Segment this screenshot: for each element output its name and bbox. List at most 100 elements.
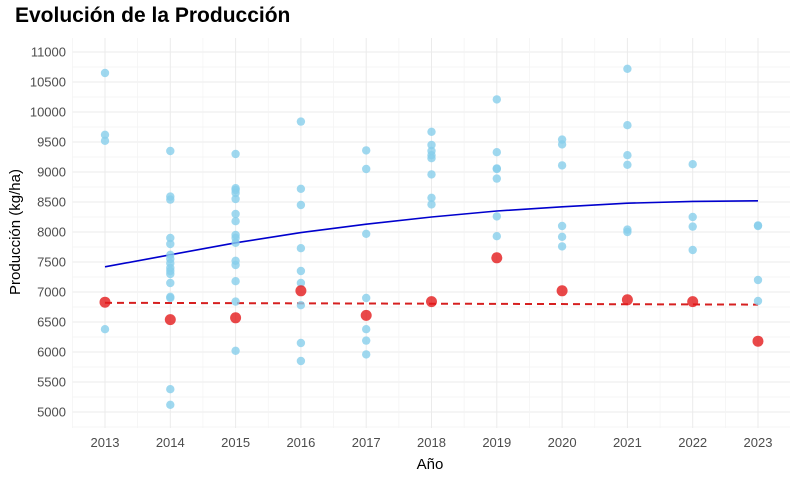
data-point [557, 161, 567, 170]
data-point [623, 151, 632, 160]
data-point [492, 95, 501, 104]
data-point [492, 148, 501, 157]
data-point [231, 297, 240, 306]
x-tick-label: 2018 [417, 435, 446, 450]
x-tick-label: 2023 [744, 435, 773, 450]
y-tick-label: 8500 [37, 195, 66, 210]
data-point [623, 121, 632, 130]
data-point [296, 356, 306, 366]
x-tick-label: 2017 [352, 435, 381, 450]
highlight-point [687, 296, 699, 308]
x-tick-label: 2015 [221, 435, 250, 450]
data-point [362, 325, 371, 334]
data-point [296, 184, 306, 193]
y-tick-label: 10500 [30, 75, 66, 90]
data-point [557, 232, 567, 241]
data-point [362, 229, 371, 238]
x-tick-label: 2014 [156, 435, 185, 450]
data-point [623, 227, 632, 237]
data-point [231, 149, 240, 159]
y-tick-label: 6000 [37, 345, 66, 360]
data-point [231, 277, 240, 286]
highlight-point [230, 312, 242, 324]
x-tick-label: 2019 [482, 435, 511, 450]
x-tick-label: 2020 [548, 435, 577, 450]
highlight-point [360, 309, 372, 321]
y-tick-label: 9500 [37, 135, 66, 150]
data-point [427, 170, 436, 179]
data-point [362, 293, 371, 303]
data-point [557, 242, 567, 251]
data-point [231, 238, 240, 247]
highlight-point [426, 296, 437, 308]
data-point [296, 266, 306, 276]
data-point [166, 233, 175, 243]
data-point [231, 194, 240, 204]
data-point [362, 350, 371, 359]
data-point [688, 160, 697, 169]
data-point [166, 293, 175, 303]
y-tick-label: 6500 [37, 315, 66, 330]
data-point [166, 239, 175, 249]
highlight-point [491, 252, 503, 264]
y-tick-label: 8000 [37, 225, 66, 240]
data-point [492, 164, 501, 174]
data-point [557, 221, 567, 231]
y-tick-label: 5000 [37, 405, 66, 420]
y-tick-label: 5500 [37, 375, 66, 390]
x-tick-label: 2013 [91, 435, 120, 450]
data-point [166, 269, 175, 279]
data-point [492, 232, 501, 241]
y-tick-label: 9000 [37, 165, 66, 180]
data-point [231, 217, 240, 226]
y-tick-label: 7000 [37, 285, 66, 300]
highlight-point [295, 285, 307, 297]
data-point [362, 146, 371, 155]
data-point [557, 140, 567, 149]
y-tick-label: 10000 [30, 105, 66, 120]
data-point [753, 275, 763, 285]
x-axis-label: Año [417, 456, 444, 473]
data-point [427, 193, 436, 202]
data-point [427, 127, 436, 136]
data-point [362, 164, 371, 174]
x-tick-label: 2022 [678, 435, 707, 450]
data-point [427, 140, 436, 150]
highlight-point [752, 335, 764, 347]
data-point [166, 400, 175, 409]
data-point [100, 136, 110, 145]
data-point [296, 338, 306, 348]
x-tick-label: 2016 [286, 435, 315, 450]
data-point [231, 346, 240, 355]
data-point [753, 221, 763, 231]
data-point [296, 301, 306, 310]
y-axis-label: Producción (kg/ha) [7, 169, 24, 295]
data-point [296, 244, 306, 253]
data-point [166, 195, 175, 204]
data-point [688, 245, 697, 255]
data-point [100, 130, 110, 139]
data-point [231, 209, 240, 219]
data-point [753, 296, 763, 306]
highlight-point [621, 294, 633, 306]
data-point [296, 278, 306, 288]
data-point [100, 68, 110, 78]
y-tick-label: 7500 [37, 255, 66, 270]
data-point [492, 212, 501, 221]
data-point [623, 64, 632, 74]
data-point [100, 325, 110, 334]
trend-line [104, 200, 759, 268]
highlight-point [556, 285, 568, 297]
data-point [623, 160, 632, 169]
x-tick-label: 2021 [613, 435, 642, 450]
data-point [492, 174, 501, 183]
data-point [362, 336, 371, 345]
data-point [296, 200, 306, 210]
data-point [166, 385, 175, 394]
data-point [166, 146, 175, 156]
data-point [427, 200, 436, 209]
data-point [427, 154, 436, 163]
chart-title: Evolución de la Producción [15, 4, 291, 27]
